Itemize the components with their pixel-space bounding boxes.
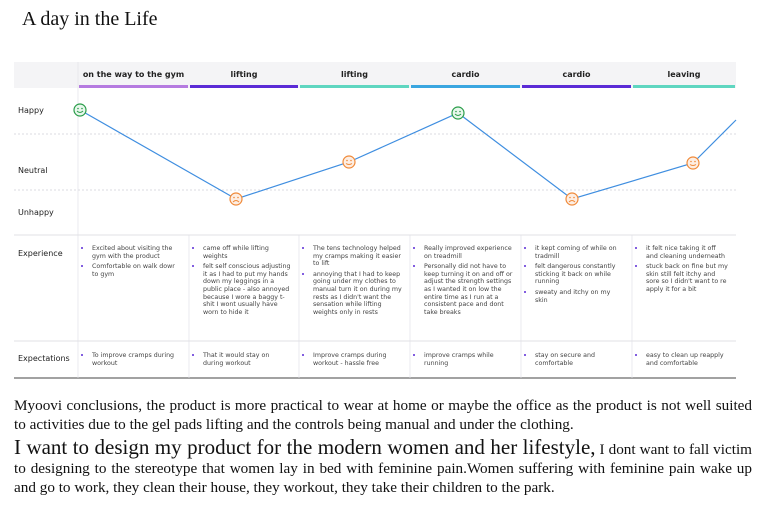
- mood-label: Unhappy: [18, 208, 54, 217]
- face-neutral: [686, 156, 700, 170]
- experience-list: it felt nice taking it off and cleaning …: [636, 245, 728, 294]
- stage-bar: [300, 85, 409, 88]
- expectations-list: Improve cramps during workout - hassle f…: [303, 352, 402, 367]
- experience-list: The tens technology helped my cramps mak…: [303, 245, 402, 316]
- face-neutral: [342, 155, 356, 169]
- expectations-cell: stay on secure and comfortable: [525, 352, 624, 370]
- experience-cell: it felt nice taking it off and cleaning …: [636, 245, 728, 297]
- mood-label: Neutral: [18, 166, 48, 175]
- experience-list: it kept coming of while on tradmill felt …: [525, 245, 624, 304]
- stage-name: cardio: [562, 70, 591, 79]
- experience-item: felt self conscious adjusting it as I ha…: [203, 263, 291, 316]
- experience-item: The tens technology helped my cramps mak…: [313, 245, 402, 268]
- stage-bar: [633, 85, 735, 88]
- experience-item: Excited about visiting the gym with the …: [92, 245, 181, 260]
- experience-item: sweaty and itchy on my skin: [535, 289, 624, 304]
- expectations-cell: improve cramps while running: [414, 352, 513, 370]
- experience-cell: Excited about visiting the gym with the …: [82, 245, 181, 281]
- row-dividers: [14, 234, 736, 342]
- experience-cell: it kept coming of while on tradmill felt …: [525, 245, 624, 307]
- experience-item: Really improved experience on treadmill: [424, 245, 513, 260]
- expectations-item: That it would stay on during workout: [203, 352, 291, 367]
- experience-item: annoying that I had to keep going under …: [313, 271, 402, 317]
- stage-bar: [190, 85, 298, 88]
- journey-grid: [14, 62, 737, 379]
- expectations-list: easy to clean up reapply and comfortable: [636, 352, 728, 367]
- header-band: [14, 62, 736, 88]
- expectations-item: Improve cramps during workout - hassle f…: [313, 352, 402, 367]
- statement-text: I dont want to fall victim to designing …: [14, 441, 752, 496]
- face-happy: [451, 106, 465, 120]
- stage-name: cardio: [451, 70, 480, 79]
- conclusion-paragraph: Myoovi conclusions, the product is more …: [14, 397, 752, 433]
- statement-lead: I want to design my product for the mode…: [14, 435, 596, 459]
- expectations-item: stay on secure and comfortable: [535, 352, 624, 367]
- expectations-cell: To improve cramps during workout: [82, 352, 181, 370]
- expectations-item: improve cramps while running: [424, 352, 513, 367]
- expectations-list: improve cramps while running: [414, 352, 513, 367]
- expectations-cell: easy to clean up reapply and comfortable: [636, 352, 728, 370]
- expectations-item: To improve cramps during workout: [92, 352, 181, 367]
- expectations-cell: Improve cramps during workout - hassle f…: [303, 352, 402, 370]
- stage-bar: [79, 85, 188, 88]
- experience-cell: came off while lifting weights felt self …: [193, 245, 291, 319]
- expectations-list: To improve cramps during workout: [82, 352, 181, 367]
- experience-cell: Really improved experience on treadmill P…: [414, 245, 513, 319]
- experience-list: Really improved experience on treadmill P…: [414, 245, 513, 316]
- statement-paragraph: I want to design my product for the mode…: [14, 435, 752, 497]
- dashed-guides: [14, 133, 736, 191]
- expectations-list: stay on secure and comfortable: [525, 352, 624, 367]
- mood-line: [79, 109, 737, 200]
- page-title: A day in the Life: [22, 8, 158, 30]
- experience-item: it kept coming of while on tradmill: [535, 245, 624, 260]
- stage-name: lifting: [341, 70, 368, 79]
- experience-item: felt dangerous constantly sticking it ba…: [535, 263, 624, 286]
- expectations-list: That it would stay on during workout: [193, 352, 291, 367]
- stage-name: lifting: [230, 70, 258, 79]
- face-unhappy: [565, 192, 579, 206]
- experience-cell: The tens technology helped my cramps mak…: [303, 245, 402, 319]
- expectations-item: easy to clean up reapply and comfortable: [646, 352, 728, 367]
- experience-item: Comfortable on walk dowr to gym: [92, 263, 181, 278]
- expectations-cell: That it would stay on during workout: [193, 352, 291, 370]
- mood-label: Happy: [18, 106, 44, 115]
- stage-bar: [522, 85, 631, 88]
- experience-item: came off while lifting weights: [203, 245, 291, 260]
- stage-bar: [411, 85, 520, 88]
- column-dividers: [77, 62, 633, 378]
- face-unhappy: [229, 192, 243, 206]
- experience-item: Personally did not have to keep turning …: [424, 263, 513, 316]
- stage-name: leaving: [667, 70, 701, 79]
- experience-list: came off while lifting weights felt self …: [193, 245, 291, 316]
- experience-list: Excited about visiting the gym with the …: [82, 245, 181, 278]
- experience-item: stuck back on fine but my skin still fel…: [646, 263, 728, 293]
- face-happy: [73, 103, 87, 117]
- row-label: Experience: [18, 249, 63, 258]
- row-label: Expectations: [18, 354, 70, 363]
- stage-name: on the way to the gym: [82, 70, 185, 79]
- experience-item: it felt nice taking it off and cleaning …: [646, 245, 728, 260]
